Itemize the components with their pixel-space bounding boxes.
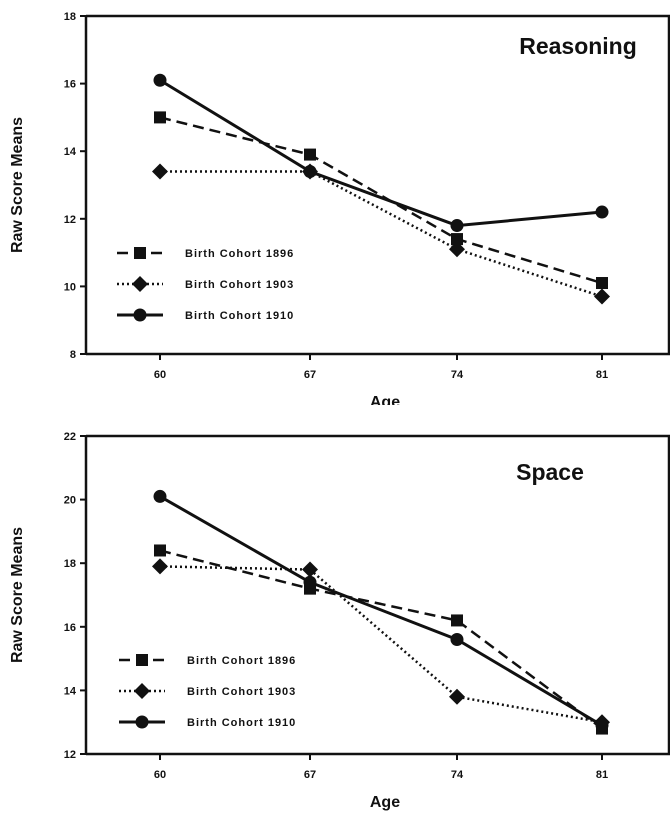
reasoning-series-birth-cohort-1896-point bbox=[154, 111, 166, 124]
reasoning-series-birth-cohort-1910-point bbox=[595, 205, 609, 219]
space-chart-panel: 12 14 16 18 20 22 60 67 74 81 Age Raw Score Means Sp… bbox=[0, 420, 670, 813]
reasoning-legend-item: Birth Cohort 1896 bbox=[117, 247, 294, 260]
space-legend-item: Birth Cohort 1910 bbox=[119, 715, 296, 729]
reasoning-y-axis-title: Raw Score Means bbox=[9, 117, 26, 253]
reasoning-series-birth-cohort-1910-point bbox=[450, 219, 464, 233]
space-series-birth-cohort-1903-point bbox=[152, 558, 168, 575]
reasoning-legend-item: Birth Cohort 1903 bbox=[117, 276, 294, 292]
reasoning-series-birth-cohort-1896-line bbox=[159, 116, 603, 285]
reasoning-y-tick-label: 12 bbox=[64, 214, 76, 226]
reasoning-x-tick-label: 74 bbox=[451, 369, 464, 381]
reasoning-x-axis-title: Age bbox=[370, 394, 400, 405]
space-y-tick-label: 18 bbox=[64, 558, 76, 570]
space-x-tick-label: 74 bbox=[451, 769, 464, 781]
reasoning-series-birth-cohort-1903-point bbox=[594, 288, 610, 305]
space-legend-item: Birth Cohort 1896 bbox=[119, 654, 296, 667]
reasoning-legend-marker bbox=[133, 308, 147, 322]
reasoning-x-tick-label: 81 bbox=[596, 369, 608, 381]
space-series-birth-cohort-1910-point bbox=[153, 489, 167, 503]
space-chart-title: Space bbox=[516, 459, 584, 485]
space-legend-label: Birth Cohort 1903 bbox=[187, 686, 296, 698]
reasoning-chart-title: Reasoning bbox=[519, 33, 637, 59]
reasoning-series-birth-cohort-1910-line bbox=[159, 78, 603, 228]
space-y-axis-title: Raw Score Means bbox=[9, 527, 26, 663]
space-series-birth-cohort-1910-point bbox=[450, 633, 464, 647]
reasoning-series-birth-cohort-1903-point bbox=[449, 241, 465, 258]
reasoning-y-tick-label: 8 bbox=[70, 349, 76, 361]
space-series-birth-cohort-1896-point bbox=[451, 614, 463, 627]
space-y-tick-label: 22 bbox=[64, 431, 76, 443]
reasoning-y-tick-label: 16 bbox=[64, 79, 76, 91]
space-legend-item: Birth Cohort 1903 bbox=[119, 683, 296, 699]
reasoning-series-birth-cohort-1896-point bbox=[596, 277, 608, 290]
space-x-tick-label: 60 bbox=[154, 769, 166, 781]
reasoning-y-tick-label: 14 bbox=[64, 146, 77, 158]
space-series-birth-cohort-1896 bbox=[154, 544, 608, 735]
reasoning-chart-panel: 8 10 12 14 16 18 60 67 74 81 Age Raw Score Means Rea… bbox=[0, 0, 670, 405]
space-series-birth-cohort-1903-point bbox=[302, 561, 318, 578]
reasoning-series-birth-cohort-1910 bbox=[153, 73, 609, 233]
reasoning-legend-label: Birth Cohort 1910 bbox=[185, 310, 294, 322]
reasoning-series-birth-cohort-1910-point bbox=[303, 164, 317, 178]
reasoning-series-birth-cohort-1903-point bbox=[152, 163, 168, 180]
reasoning-x-tick-label: 60 bbox=[154, 369, 166, 381]
space-x-axis-title: Age bbox=[370, 794, 400, 811]
space-series-birth-cohort-1910-line bbox=[159, 495, 603, 727]
reasoning-chart: 8 10 12 14 16 18 60 67 74 81 Age Raw Score Means Rea… bbox=[9, 11, 670, 405]
space-y-tick-label: 12 bbox=[64, 749, 76, 761]
reasoning-legend-item: Birth Cohort 1910 bbox=[117, 308, 294, 322]
reasoning-y-tick-label: 10 bbox=[64, 281, 76, 293]
reasoning-y-tick-label: 18 bbox=[64, 11, 76, 23]
space-series-birth-cohort-1903-line bbox=[159, 565, 603, 724]
reasoning-legend-label: Birth Cohort 1903 bbox=[185, 279, 294, 291]
space-y-tick-label: 16 bbox=[64, 622, 76, 634]
space-y-tick-label: 14 bbox=[64, 685, 77, 697]
reasoning-series-birth-cohort-1903-line bbox=[160, 170, 603, 298]
reasoning-series-birth-cohort-1896-point bbox=[451, 233, 463, 246]
space-legend-marker bbox=[136, 654, 148, 666]
space-y-tick-label: 20 bbox=[64, 495, 76, 507]
space-series-birth-cohort-1910-point bbox=[595, 718, 609, 732]
space-series-birth-cohort-1910 bbox=[153, 489, 609, 732]
space-series-birth-cohort-1896-point bbox=[154, 544, 166, 557]
space-series-birth-cohort-1896-line bbox=[159, 549, 603, 730]
space-legend-marker bbox=[135, 715, 149, 729]
reasoning-x-tick-label: 67 bbox=[304, 369, 316, 381]
reasoning-legend-marker bbox=[132, 276, 148, 292]
space-x-tick-label: 67 bbox=[304, 769, 316, 781]
space-legend-label: Birth Cohort 1896 bbox=[187, 655, 296, 667]
reasoning-series-birth-cohort-1896 bbox=[154, 111, 608, 290]
space-legend-label: Birth Cohort 1910 bbox=[187, 717, 296, 729]
space-legend-marker bbox=[134, 683, 150, 699]
space-series-birth-cohort-1903-point bbox=[449, 688, 465, 705]
space-x-tick-label: 81 bbox=[596, 769, 608, 781]
reasoning-series-birth-cohort-1896-point bbox=[304, 148, 316, 161]
space-chart: 12 14 16 18 20 22 60 67 74 81 Age Raw Score Means Sp… bbox=[9, 431, 670, 811]
space-series-birth-cohort-1903 bbox=[152, 558, 610, 731]
space-series-birth-cohort-1910-point bbox=[303, 575, 317, 589]
reasoning-series-birth-cohort-1910-point bbox=[153, 73, 167, 87]
reasoning-legend-label: Birth Cohort 1896 bbox=[185, 248, 294, 260]
reasoning-legend-marker bbox=[134, 247, 146, 259]
